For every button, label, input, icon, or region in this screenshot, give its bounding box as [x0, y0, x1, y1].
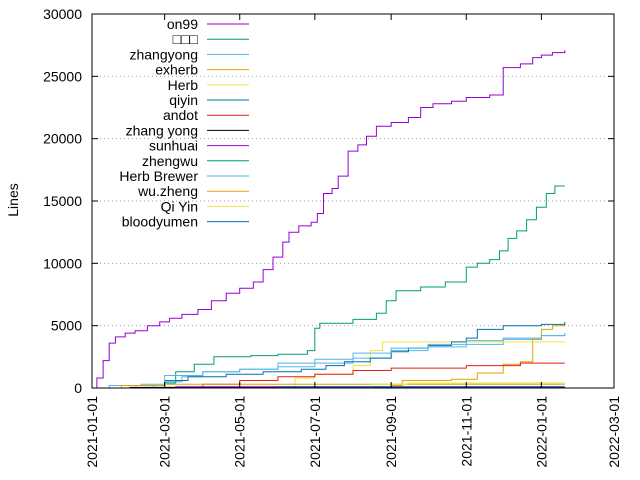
legend-label-11: wu.zheng: [137, 183, 198, 199]
y-tick-label-0: 0: [74, 380, 82, 396]
series-line-0: [92, 50, 566, 389]
series-line-3: [92, 323, 566, 389]
series-line-5: [92, 321, 566, 389]
y-tick-label-1: 5000: [51, 318, 82, 334]
legend-label-9: zhengwu: [142, 153, 198, 169]
legend: on99□□□zhangyongexherbHerbqiyinandotzhan…: [119, 16, 249, 230]
legend-label-4: Herb: [168, 77, 199, 93]
series-line-2: [92, 334, 566, 389]
grid: [92, 75, 614, 327]
x-axis-ticks: 2021-01-01 2021-03-01 2021-05-01 2021-07-01…: [84, 14, 622, 468]
legend-label-1: □□□: [173, 31, 199, 47]
series-line-9: [92, 185, 565, 389]
y-tick-label-2: 10000: [43, 255, 82, 271]
legend-label-8: sunhuai: [149, 138, 198, 154]
legend-label-0: on99: [167, 16, 198, 32]
legend-label-3: exherb: [155, 62, 198, 78]
series-line-10: [92, 333, 566, 389]
x-tick-label-0: 2021-01-01: [84, 396, 100, 468]
x-tick-label-3: 2021-07-01: [307, 396, 323, 468]
legend-label-13: bloodyumen: [122, 214, 198, 230]
legend-label-5: qiyin: [169, 92, 198, 108]
legend-label-12: Qi Yin: [161, 198, 198, 214]
y-tick-label-4: 20000: [43, 131, 82, 147]
y-axis-label: Lines: [5, 183, 21, 216]
y-tick-label-3: 15000: [43, 193, 82, 209]
x-tick-label-1: 2021-03-01: [157, 396, 173, 468]
series-line-4: [92, 341, 565, 389]
x-tick-label-4: 2021-09-01: [383, 396, 399, 468]
legend-label-10: Herb Brewer: [119, 168, 198, 184]
x-tick-label-5: 2021-11-01: [458, 396, 474, 467]
legend-label-6: andot: [163, 107, 198, 123]
y-tick-label-6: 30000: [43, 6, 82, 22]
y-axis-ticks: 0 5000 10000 15000 20000 25000 30000: [43, 6, 614, 396]
x-tick-label-7: 2022-03-01: [606, 396, 622, 468]
legend-label-2: zhangyong: [129, 46, 198, 62]
x-tick-label-6: 2022-01-01: [533, 396, 549, 468]
x-tick-label-2: 2021-05-01: [232, 396, 248, 468]
legend-label-7: zhang yong: [126, 122, 198, 138]
y-tick-label-5: 25000: [43, 68, 82, 84]
